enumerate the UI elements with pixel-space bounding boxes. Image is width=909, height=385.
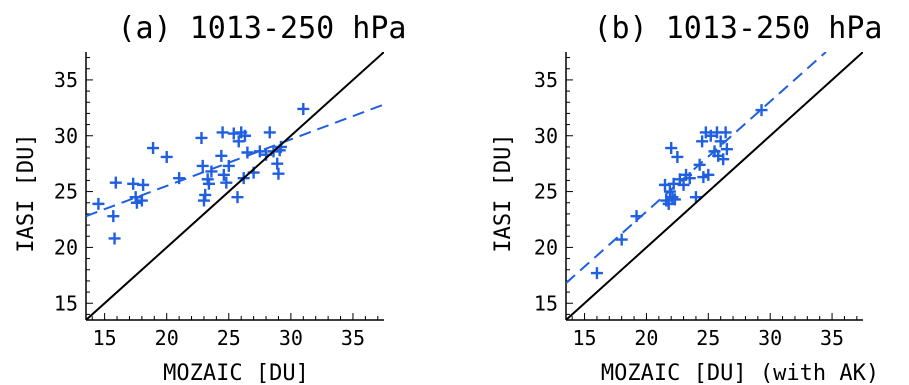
data-point-a <box>147 142 160 155</box>
data-point-b <box>755 104 768 117</box>
plot-area-b: 15 20 25 30 35 15 20 25 30 35 <box>534 52 863 350</box>
data-point-a <box>137 178 150 191</box>
xlabel-a: MOZAIC [DU] <box>163 361 309 385</box>
y-tick-label-a: 15 <box>54 291 78 315</box>
data-point-b <box>704 129 717 142</box>
data-point-b <box>689 191 702 204</box>
title-b: (b) 1013-250 hPa <box>594 11 883 46</box>
data-point-a <box>108 232 121 245</box>
data-point-b <box>615 233 628 246</box>
data-point-a <box>274 140 287 153</box>
x-tick-label-a: 25 <box>217 326 241 350</box>
x-tick-label-b: 30 <box>758 326 782 350</box>
data-point-a <box>107 210 120 223</box>
panel-b: (b) 1013-250 hPa MOZAIC [DU] (with AK) I… <box>491 11 882 385</box>
x-tick-label-a: 35 <box>341 326 365 350</box>
data-point-b <box>719 126 732 139</box>
y-tick-label-b: 15 <box>534 291 558 315</box>
identity-line-a <box>86 52 384 320</box>
data-point-b <box>702 168 715 181</box>
data-point-b <box>720 143 733 156</box>
data-point-a <box>271 157 284 170</box>
data-point-b <box>671 150 684 163</box>
x-tick-label-b: 20 <box>634 326 658 350</box>
fit-line-a <box>86 103 384 218</box>
x-tick-label-b: 35 <box>820 326 844 350</box>
x-tick-label-b: 25 <box>696 326 720 350</box>
data-point-b <box>683 172 696 185</box>
data-point-a <box>297 102 310 115</box>
data-point-a <box>216 126 229 139</box>
data-point-a <box>238 129 251 142</box>
data-point-a <box>196 159 209 172</box>
y-tick-label-a: 35 <box>54 68 78 92</box>
data-point-b <box>677 178 690 191</box>
data-point-a <box>92 197 105 210</box>
data-point-a <box>129 191 142 204</box>
xlabel-b: MOZAIC [DU] (with AK) <box>601 361 879 385</box>
data-point-a <box>202 177 215 190</box>
data-point-a <box>232 135 245 148</box>
y-tick-label-a: 25 <box>54 180 78 204</box>
data-point-a <box>217 168 230 181</box>
x-tick-label-a: 15 <box>93 326 117 350</box>
y-tick-label-b: 25 <box>534 180 558 204</box>
identity-line-b <box>566 52 863 320</box>
y-tick-label-b: 30 <box>534 124 558 148</box>
data-point-b <box>590 267 603 280</box>
x-tick-label-b: 15 <box>573 326 597 350</box>
data-point-a <box>199 188 212 201</box>
data-point-b <box>665 142 678 155</box>
title-a: (a) 1013-250 hPa <box>118 11 407 46</box>
data-point-a <box>253 145 266 158</box>
y-tick-label-a: 30 <box>54 124 78 148</box>
plot-area-a: 15 20 25 30 35 15 20 25 30 35 <box>54 52 384 350</box>
data-point-b <box>662 197 675 210</box>
y-tick-label-b: 35 <box>534 68 558 92</box>
data-point-a <box>197 194 210 207</box>
data-point-a <box>263 126 276 139</box>
data-point-b <box>717 153 730 166</box>
data-point-a <box>195 131 208 144</box>
panel-a: (a) 1013-250 hPa MOZAIC [DU] IASI [DU] 1… <box>14 11 406 385</box>
data-point-a <box>215 149 228 162</box>
data-point-a <box>205 165 218 178</box>
y-tick-label-a: 20 <box>54 235 78 259</box>
data-point-b <box>696 135 709 148</box>
ylabel-a: IASI [DU] <box>14 133 39 252</box>
y-tick-label-b: 20 <box>534 235 558 259</box>
x-tick-label-a: 30 <box>279 326 303 350</box>
data-point-a <box>160 150 173 163</box>
data-point-b <box>668 193 681 206</box>
data-point-b <box>666 191 679 204</box>
data-point-a <box>220 176 233 189</box>
fit-line-b <box>566 52 827 284</box>
data-point-a <box>231 191 244 204</box>
data-point-a <box>135 194 148 207</box>
data-point-a <box>109 176 122 189</box>
ylabel-b: IASI [DU] <box>491 133 516 252</box>
data-point-a <box>272 167 285 180</box>
x-tick-label-a: 20 <box>155 326 179 350</box>
